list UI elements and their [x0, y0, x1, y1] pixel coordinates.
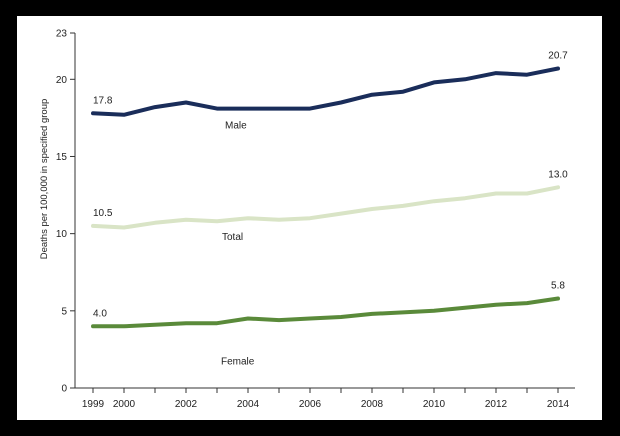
x-tick-label: 2002 — [175, 399, 198, 410]
line-chart: 0 5 10 15 20 23 1999 2000 2002 2004 2006 2008 2010 2… — [39, 29, 575, 410]
total-line — [91, 185, 560, 230]
female-series-label: Female — [221, 356, 255, 367]
axes — [74, 33, 575, 389]
male-line — [91, 66, 560, 117]
y-tick-label: 15 — [56, 152, 68, 163]
male-end-label: 20.7 — [548, 51, 568, 62]
male-start-label: 17.8 — [93, 95, 113, 106]
y-axis-title: Deaths per 100,000 in specified group — [39, 99, 50, 260]
y-ticks: 0 5 10 15 20 23 — [56, 29, 75, 395]
y-tick-label: 0 — [61, 384, 67, 395]
x-tick-label: 2012 — [485, 399, 508, 410]
total-start-label: 10.5 — [93, 208, 113, 219]
x-tick-label: 2006 — [299, 399, 322, 410]
x-tick-label: 2008 — [361, 399, 384, 410]
x-ticks: 1999 2000 2002 2004 2006 2008 2010 2012 2014 — [82, 388, 570, 410]
y-tick-label: 5 — [61, 306, 67, 317]
y-tick-label: 20 — [56, 75, 68, 86]
x-tick-label: 1999 — [82, 399, 105, 410]
x-tick-label: 2004 — [237, 399, 260, 410]
female-end-label: 5.8 — [551, 280, 565, 291]
x-tick-label: 2000 — [113, 399, 136, 410]
female-line — [91, 296, 560, 329]
male-series-label: Male — [225, 120, 247, 131]
total-series-label: Total — [222, 232, 243, 243]
total-end-label: 13.0 — [548, 169, 568, 180]
y-tick-label: 23 — [56, 29, 68, 40]
x-tick-label: 2010 — [423, 399, 446, 410]
y-tick-label: 10 — [56, 229, 68, 240]
female-start-label: 4.0 — [93, 308, 107, 319]
chart-frame: 0 5 10 15 20 23 1999 2000 2002 2004 2006 2008 2010 2… — [17, 16, 602, 420]
x-tick-label: 2014 — [547, 399, 570, 410]
data-labels: 17.8 20.7 Male 10.5 13.0 Total 4.0 5.8 Female — [93, 51, 568, 368]
series-group — [91, 66, 560, 329]
